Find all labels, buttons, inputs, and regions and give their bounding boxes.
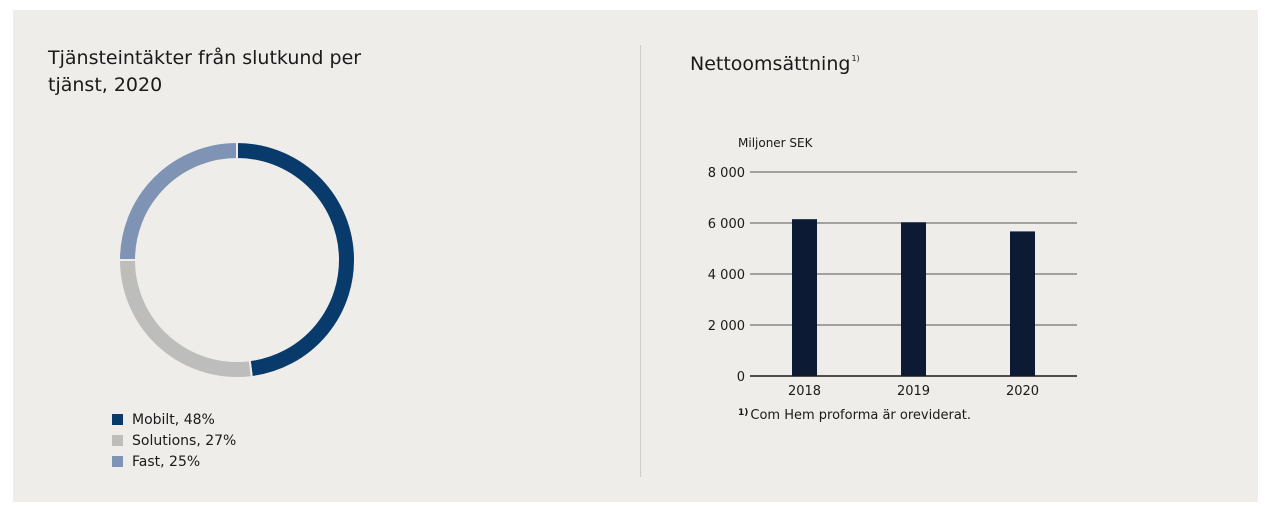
x-tick-label: 2019 <box>897 384 930 399</box>
y-tick-label: 8 000 <box>708 166 745 181</box>
legend-item-fast: Fast, 25% <box>112 451 236 472</box>
x-tick-label: 2020 <box>1006 384 1039 399</box>
donut-slice-fast <box>117 140 238 261</box>
legend-swatch-mobilt <box>112 414 123 425</box>
legend-swatch-fast <box>112 456 123 467</box>
x-tick-label: 2018 <box>788 384 821 399</box>
legend-label-mobilt: Mobilt, 48% <box>132 411 215 428</box>
footnote-text: Com Hem proforma är oreviderat. <box>750 408 972 423</box>
bar-2018 <box>792 219 817 376</box>
y-tick-label: 6 000 <box>708 217 745 232</box>
bar-2019 <box>901 222 926 376</box>
donut-chart <box>117 140 356 379</box>
bar-chart-title: Nettoomsättning1) <box>690 45 860 78</box>
donut-chart-title: Tjänsteintäkter från slutkund per tjänst… <box>48 47 362 96</box>
footnote-marker: 1) <box>738 408 749 418</box>
bar-chart: Miljoner SEK 0 2 000 4 000 6 000 8 000 2018 20… <box>708 136 1077 399</box>
panel-divider <box>640 45 641 477</box>
legend-swatch-solutions <box>112 435 123 446</box>
y-tick-label: 2 000 <box>708 319 745 334</box>
bar-2020 <box>1010 231 1035 376</box>
legend-label-fast: Fast, 25% <box>132 453 201 470</box>
y-tick-label: 0 <box>737 370 745 385</box>
legend-item-solutions: Solutions, 27% <box>112 430 236 451</box>
y-tick-label: 4 000 <box>708 268 745 283</box>
donut-slice-solutions <box>117 259 253 379</box>
legend-item-mobilt: Mobilt, 48% <box>112 409 236 430</box>
bar-chart-footnote: 1) Com Hem proforma är oreviderat. <box>738 408 971 423</box>
bar-chart-title-footnote-marker: 1) <box>851 54 860 63</box>
donut-slice-mobilt <box>236 140 356 379</box>
donut-legend: Mobilt, 48% Solutions, 27% Fast, 25% <box>112 409 236 472</box>
legend-label-solutions: Solutions, 27% <box>132 432 237 449</box>
chart-panel <box>13 10 1258 502</box>
y-axis-label: Miljoner SEK <box>738 136 814 150</box>
bar-chart-title-text: Nettoomsättning <box>690 53 851 75</box>
